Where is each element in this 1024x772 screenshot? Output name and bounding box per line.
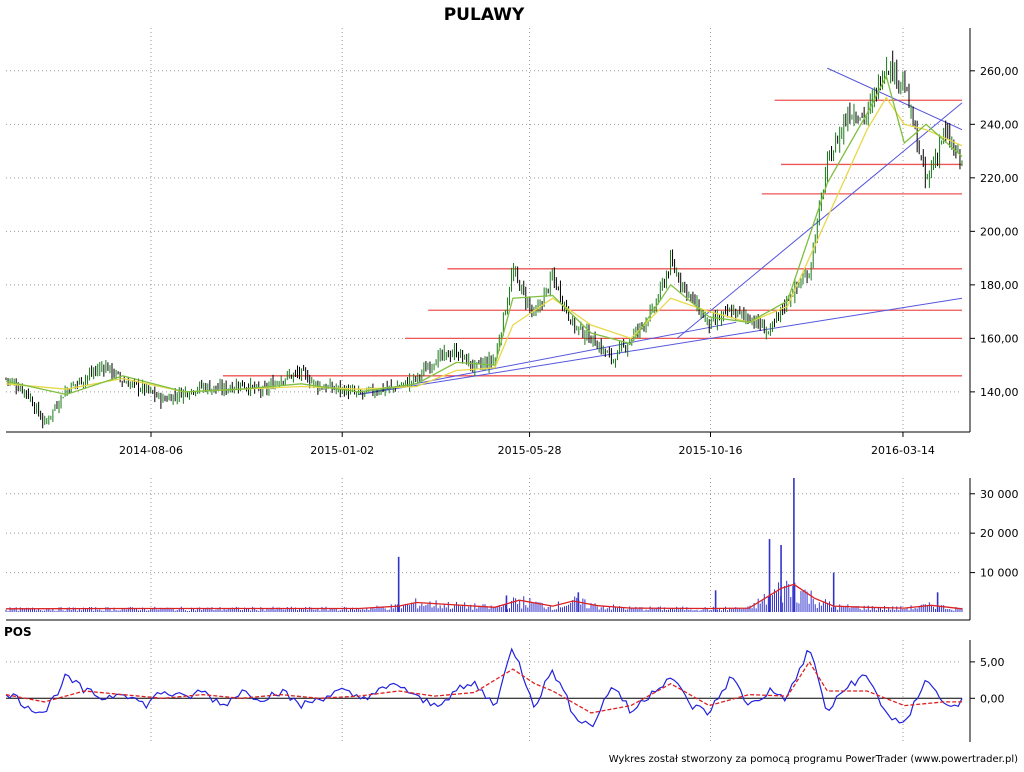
price-x-tick-label: 2015-01-02	[310, 444, 374, 457]
volume-y-tick-label: 10 000	[980, 567, 1019, 580]
trend-line	[358, 297, 963, 396]
volume-average-line	[5, 583, 963, 610]
price-candles	[5, 50, 963, 429]
price-grid	[6, 28, 962, 432]
volume-y-tick-label: 30 000	[980, 488, 1019, 501]
price-y-tick-label: 180,00	[980, 279, 1019, 292]
price-y-tick-label: 260,00	[980, 65, 1019, 78]
price-x-tick-label: 2014-08-06	[119, 444, 183, 457]
price-y-tick-label: 240,00	[980, 118, 1019, 131]
price-x-tick-label: 2015-05-28	[498, 444, 562, 457]
price-x-tick-label: 2015-10-16	[679, 444, 743, 457]
indicator-grid	[6, 640, 962, 742]
price-y-tick-label: 200,00	[980, 225, 1019, 238]
trend-line	[827, 67, 963, 131]
indicator-axes: 0,00 5,00	[969, 640, 1005, 742]
price-y-tick-label: 140,00	[980, 386, 1019, 399]
trend-lines	[358, 67, 963, 396]
indicator-y-tick-label: 0,00	[980, 692, 1005, 705]
indicator-title: POS	[4, 625, 32, 639]
pos-signal-line	[5, 660, 962, 714]
indicator-y-tick-label: 5,00	[980, 656, 1005, 669]
volume-grid	[6, 478, 962, 612]
ma-slow-line	[5, 96, 963, 393]
chart-title: PULAWY	[444, 5, 525, 25]
moving-averages	[5, 74, 963, 396]
volume-y-tick-label: 20 000	[980, 527, 1019, 540]
pos-line	[5, 647, 963, 728]
volume-axes: 10 000 20 000 30 000	[6, 478, 1019, 621]
price-y-tick-label: 160,00	[980, 332, 1019, 345]
price-y-tick-label: 220,00	[980, 172, 1019, 185]
volume-average	[5, 583, 963, 610]
volume-bars	[5, 478, 963, 612]
ma-fast-line	[5, 74, 963, 396]
indicator-lines	[5, 647, 963, 728]
credit-text: Wykres został stworzony za pomocą progra…	[609, 754, 1018, 765]
price-axes: 140,00 160,00 180,00 200,00 220,00 240,00 260,…	[6, 28, 1019, 457]
trend-line	[358, 321, 737, 396]
price-x-tick-label: 2016-03-14	[871, 444, 935, 457]
